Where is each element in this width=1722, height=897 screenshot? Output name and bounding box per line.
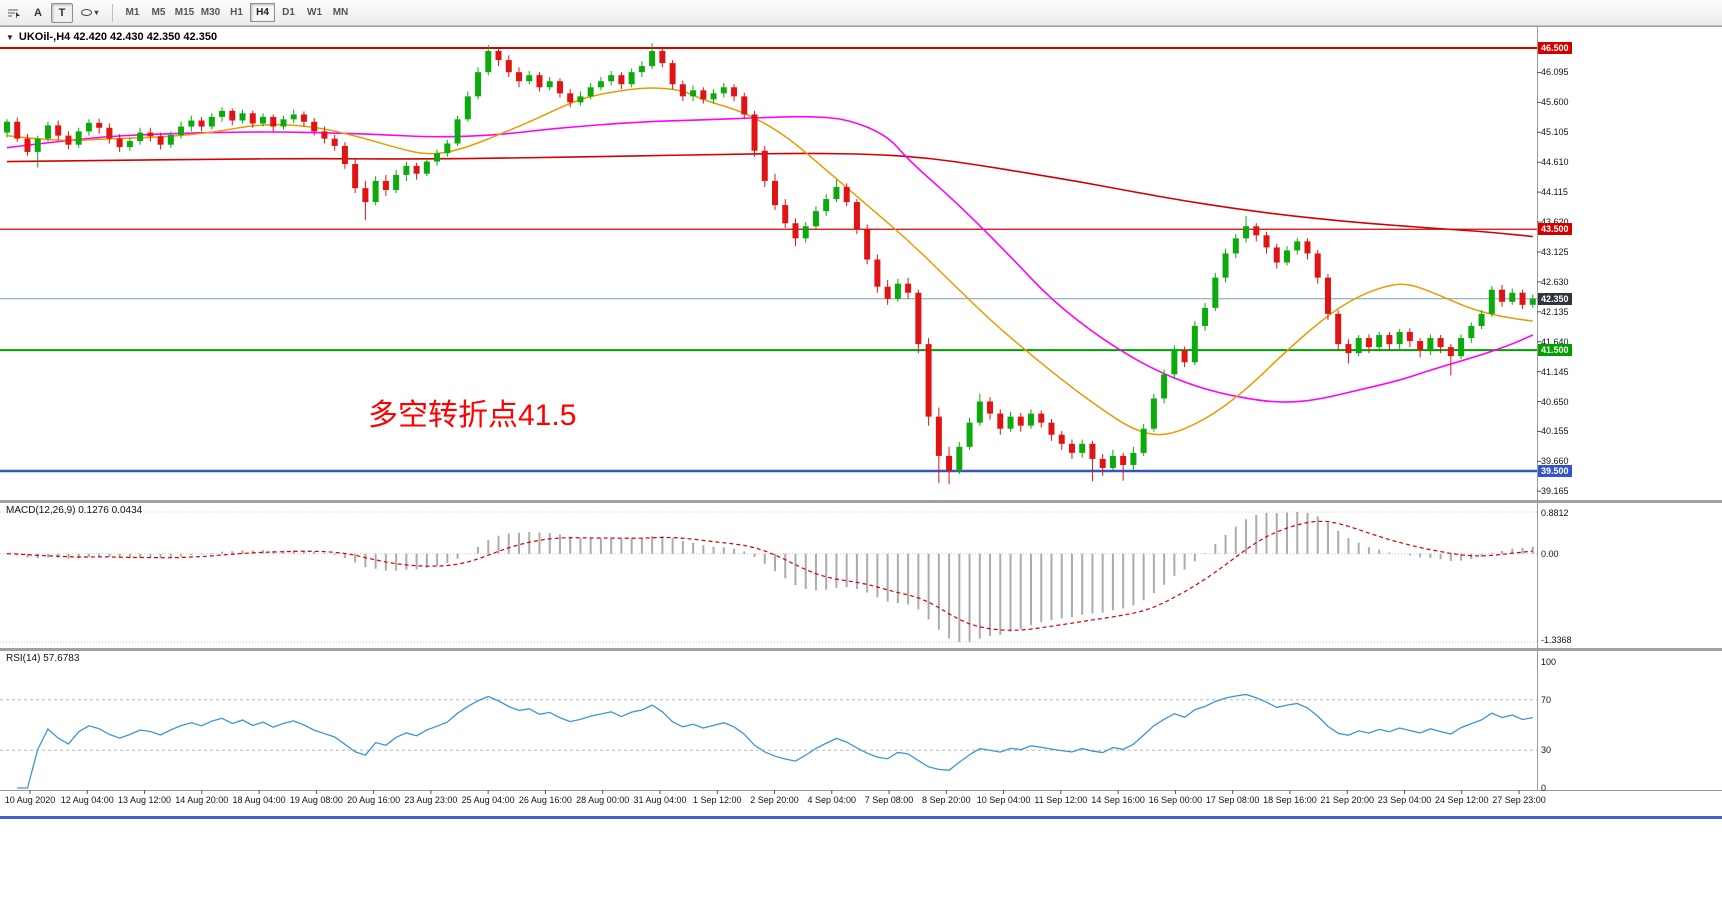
- macd-axis-min-label: -1.3368: [1541, 635, 1572, 645]
- time-axis-label: 14 Sep 16:00: [1091, 795, 1145, 805]
- price-axis-label: 42.630: [1541, 276, 1569, 287]
- price-axis-label: 39.660: [1541, 456, 1569, 467]
- time-axis-label: 20 Aug 16:00: [347, 795, 401, 805]
- price-axis-label: 41.145: [1541, 366, 1569, 377]
- time-axis-label: 2 Sep 20:00: [750, 795, 799, 805]
- symbol-ohlc-label: UKOil-,H4 42.420 42.430 42.350 42.350: [18, 31, 218, 43]
- time-axis-label: 13 Aug 12:00: [118, 795, 172, 805]
- rsi-line: [17, 693, 1533, 789]
- time-axis-label: 31 Aug 04:00: [633, 795, 687, 805]
- macd-signal-line: [6, 520, 1533, 631]
- timeframe-button-mn[interactable]: MN: [332, 7, 349, 18]
- time-axis-label: 11 Sep 12:00: [1034, 795, 1088, 805]
- rsi-axis-label: 100: [1541, 657, 1557, 667]
- pane-separators: [0, 26, 1722, 791]
- time-axis-label: 21 Sep 20:00: [1320, 795, 1374, 805]
- rsi-axis-label: 0: [1541, 783, 1547, 793]
- horizontal-level-lines[interactable]: [0, 47, 1537, 473]
- collapse-arrow-icon[interactable]: ▼: [6, 32, 14, 42]
- axis-ticks: [29, 71, 1541, 794]
- price-axis-label: 40.155: [1541, 426, 1569, 437]
- time-axis-label: 27 Sep 23:00: [1492, 795, 1546, 805]
- price-axis-label: 44.115: [1541, 187, 1568, 198]
- price-level-tag[interactable]: 39.500: [1538, 465, 1572, 477]
- rsi-level-lines: [0, 699, 1537, 751]
- cursor-tool-button[interactable]: [3, 3, 25, 23]
- cursor-lines-icon: [8, 9, 20, 19]
- rsi-axis-label: 70: [1541, 694, 1552, 705]
- timeframe-button-m1[interactable]: M1: [125, 7, 140, 18]
- timeframe-button-m15[interactable]: M15: [174, 7, 195, 18]
- macd-histogram: [16, 512, 1534, 642]
- time-axis-label: 12 Aug 04:00: [60, 795, 114, 805]
- timeframe-bar: M1 M5 M15 M30 H1 H4 D1 W1 MN: [120, 3, 353, 22]
- price-axis-label: 40.650: [1541, 396, 1569, 407]
- price-axis-label: 42.135: [1541, 306, 1569, 317]
- time-axis-label: 17 Sep 08:00: [1205, 795, 1260, 805]
- time-axis-label: 19 Aug 08:00: [289, 795, 343, 805]
- macd-axis-max-label: 0.8812: [1541, 508, 1569, 518]
- time-axis-label: 26 Aug 16:00: [518, 795, 572, 805]
- toolbar: A T ▾ M1 M5 M15 M30 H1 H4 D1 W1 MN: [0, 0, 1722, 26]
- time-axis-label: 1 Sep 12:00: [692, 795, 742, 805]
- window-bottom-border: [0, 816, 1722, 819]
- moving-average-lines: [6, 87, 1534, 436]
- timeframe-button-h4[interactable]: H4: [250, 3, 275, 22]
- price-axis-label: 43.620: [1541, 217, 1569, 228]
- candles: [4, 43, 1536, 485]
- rsi-indicator-label: RSI(14) 57.6783: [6, 653, 80, 664]
- price-axis-label: 45.105: [1541, 127, 1569, 138]
- time-axis-label: 7 Sep 08:00: [864, 795, 914, 805]
- price-axis-label: 41.640: [1541, 336, 1569, 347]
- macd-axis-zero-label: 0.00: [1541, 548, 1559, 559]
- timeframe-button-m5[interactable]: M5: [151, 7, 166, 18]
- time-axis-label: 10 Aug 2020: [4, 795, 56, 805]
- price-axis-label: 45.600: [1541, 97, 1569, 108]
- timeframe-button-w1[interactable]: W1: [307, 7, 322, 18]
- timeframe-button-d1[interactable]: D1: [282, 7, 295, 18]
- text-tool-button[interactable]: T: [51, 2, 73, 23]
- shapes-tool-button[interactable]: ▾: [75, 3, 105, 23]
- time-axis-label: 18 Sep 16:00: [1263, 795, 1317, 805]
- caret-down-icon: ▾: [94, 8, 99, 17]
- macd-indicator-label: MACD(12,26,9) 0.1276 0.0434: [6, 505, 143, 516]
- timeframe-button-h1[interactable]: H1: [230, 7, 243, 18]
- time-axis-label: 23 Sep 04:00: [1377, 795, 1432, 805]
- time-axis-label: 14 Aug 20:00: [175, 795, 229, 805]
- price-level-tag[interactable]: 46.500: [1538, 42, 1572, 54]
- time-axis-label: 18 Aug 04:00: [232, 795, 286, 805]
- time-axis-label: 23 Aug 23:00: [404, 795, 458, 805]
- current-price-tag: 42.350: [1538, 292, 1572, 305]
- time-axis-label: 4 Sep 04:00: [807, 795, 857, 805]
- time-axis-label: 8 Sep 20:00: [922, 795, 971, 805]
- macd-level-lines: [0, 511, 1537, 643]
- price-level-tag[interactable]: 41.500: [1538, 344, 1572, 357]
- chart-canvas: [0, 26, 1722, 819]
- toolbar-separator: [112, 3, 113, 22]
- timeframe-button-m30[interactable]: M30: [200, 7, 221, 18]
- time-axis-label: 25 Aug 04:00: [461, 795, 515, 805]
- ellipse-shape-icon: [81, 9, 93, 16]
- arrow-text-tool-button[interactable]: A: [34, 6, 42, 19]
- price-level-tag[interactable]: 43.500: [1538, 223, 1572, 236]
- rsi-axis-label: 30: [1541, 745, 1552, 756]
- price-axis-label: 39.165: [1541, 486, 1569, 497]
- price-axis-label: 44.610: [1541, 157, 1569, 168]
- time-axis-label: 24 Sep 12:00: [1434, 795, 1489, 805]
- annotation-text: 多空转折点41.5: [368, 399, 577, 432]
- price-axis-label: 43.125: [1541, 246, 1569, 257]
- time-axis-label: 28 Aug 00:00: [576, 795, 630, 805]
- time-axis-label: 16 Sep 00:00: [1148, 795, 1203, 805]
- time-axis-label: 10 Sep 04:00: [976, 795, 1031, 805]
- price-axis-label: 46.095: [1541, 67, 1569, 78]
- chart-title: ▼ UKOil-,H4 42.420 42.430 42.350 42.350: [6, 31, 217, 43]
